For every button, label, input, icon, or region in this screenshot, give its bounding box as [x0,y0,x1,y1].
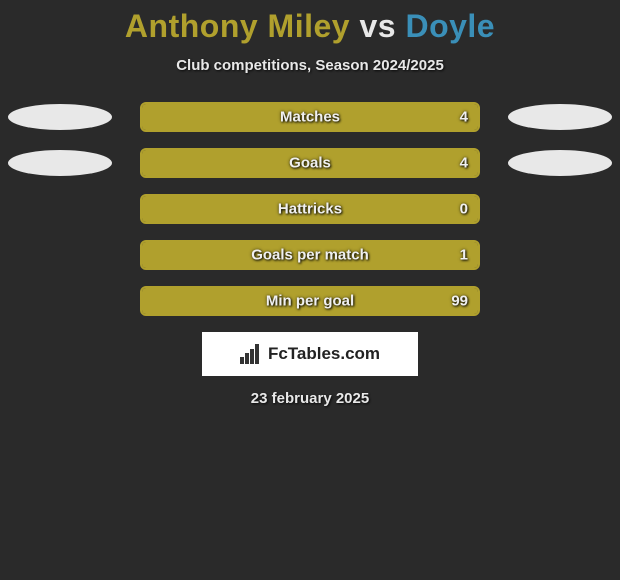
stat-bar-fill [142,196,478,222]
vs-text: vs [359,8,396,44]
stat-row: Hattricks0 [0,194,620,224]
player1-ellipse [8,150,112,176]
logo-text: FcTables.com [268,344,380,364]
stat-bar: Min per goal99 [140,286,480,316]
fctables-logo[interactable]: FcTables.com [202,332,418,376]
stat-row: Goals4 [0,148,620,178]
player1-ellipse [8,104,112,130]
stat-row: Goals per match1 [0,240,620,270]
stat-bar: Goals per match1 [140,240,480,270]
stats-rows: Matches4 Goals4 Hattricks0 Goals per match1… [0,102,620,316]
bar-chart-icon [240,344,262,364]
stat-row: Matches4 [0,102,620,132]
stat-bar: Goals4 [140,148,480,178]
date-text: 23 february 2025 [0,390,620,407]
stat-bar: Hattricks0 [140,194,480,224]
subtitle: Club competitions, Season 2024/2025 [0,57,620,74]
stat-bar-fill [142,288,478,314]
stat-bar-fill [142,104,478,130]
player1-name: Anthony Miley [125,8,350,44]
stat-bar-fill [142,242,478,268]
stat-row: Min per goal99 [0,286,620,316]
player2-name: Doyle [405,8,495,44]
comparison-card: Anthony Miley vs Doyle Club competitions… [0,0,620,407]
stat-bar: Matches4 [140,102,480,132]
player2-ellipse [508,150,612,176]
player2-ellipse [508,104,612,130]
stat-bar-fill [142,150,478,176]
page-title: Anthony Miley vs Doyle [0,8,620,45]
